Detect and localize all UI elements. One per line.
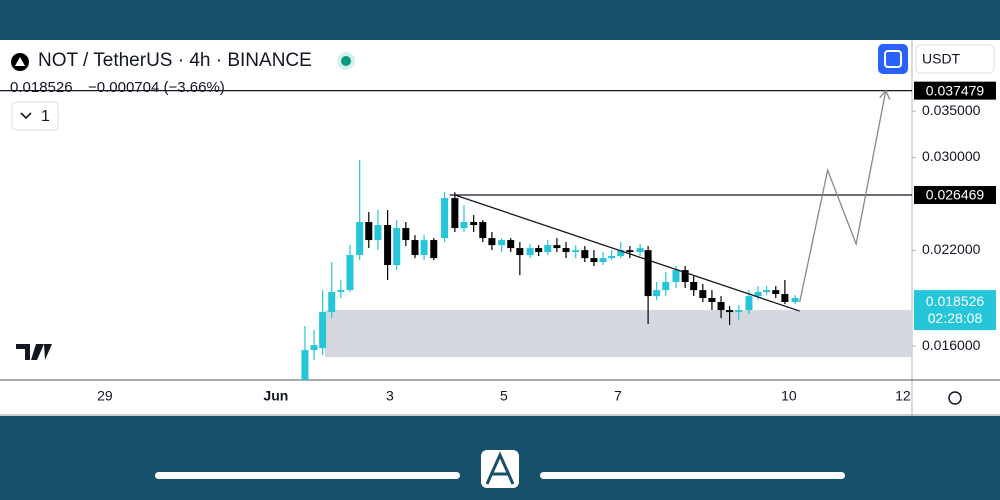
header-change: −0.000704 (−3.66%) <box>88 79 225 96</box>
candle-body <box>717 302 725 311</box>
status-dot <box>341 56 351 66</box>
candle-body <box>470 222 478 226</box>
candle-body <box>460 222 468 229</box>
y-tick-label: 0.035000 <box>922 102 981 118</box>
candle-body <box>319 312 327 349</box>
candle-body <box>681 270 689 282</box>
candle-body <box>690 281 698 291</box>
currency-label: USDT <box>922 51 961 67</box>
countdown-label: 02:28:08 <box>928 310 983 326</box>
x-tick-label: 12 <box>895 388 911 404</box>
candle-body <box>479 222 487 239</box>
support-zone <box>324 310 912 358</box>
candle-body <box>708 298 716 303</box>
last-price-label: 0.018526 <box>926 293 985 309</box>
candle-body <box>507 240 515 249</box>
candle-body <box>402 228 410 241</box>
footer-bar <box>540 472 845 479</box>
candle-body <box>393 228 401 266</box>
projection-arrowhead <box>879 89 891 100</box>
symbol-icon-glyph <box>15 57 25 66</box>
price-label-box <box>914 186 996 205</box>
candle-body <box>772 290 780 295</box>
candle-body <box>608 256 616 259</box>
candle-body <box>310 345 318 351</box>
x-tick-label: 10 <box>781 388 797 404</box>
candle-body <box>384 225 392 266</box>
candle-body <box>672 270 680 282</box>
y-tick-label: 0.030000 <box>922 148 981 164</box>
candle-body <box>754 291 762 297</box>
candle-body <box>572 250 580 253</box>
candle-body <box>562 248 570 253</box>
price-label: 0.026469 <box>926 187 985 203</box>
projection-path <box>799 90 887 303</box>
chevron <box>20 112 32 120</box>
currency-button[interactable] <box>915 44 995 74</box>
x-tick-label: Jun <box>263 388 288 404</box>
price-label: 0.037479 <box>926 82 985 98</box>
tv-logo <box>16 344 52 360</box>
candle-body <box>488 238 496 246</box>
footer-bar <box>155 472 460 479</box>
x-tick-label: 3 <box>386 388 394 404</box>
settings-icon[interactable] <box>948 391 962 405</box>
candle-body <box>356 222 364 256</box>
interval-dropdown[interactable] <box>11 101 59 131</box>
candle-body <box>301 350 309 380</box>
candle-body <box>745 296 753 311</box>
x-tick-label: 7 <box>614 388 622 404</box>
candle-body <box>553 245 561 249</box>
y-tick-label: 0.016000 <box>922 337 981 353</box>
fullscreen-button[interactable] <box>878 44 908 74</box>
candle-body <box>535 248 543 253</box>
candle-body <box>662 281 670 291</box>
x-tick-label: 29 <box>97 388 113 404</box>
candle-body <box>374 225 382 241</box>
candle-body <box>699 290 707 299</box>
candle-body <box>781 294 789 303</box>
candle-body <box>430 240 438 259</box>
candle-body <box>420 240 428 256</box>
candle-body <box>441 198 449 239</box>
fullscreen-icon <box>884 50 902 68</box>
candle-body <box>526 248 534 256</box>
header-price: 0.018526 <box>10 79 73 96</box>
candle-body <box>346 255 354 291</box>
candle-body <box>411 240 419 256</box>
candle-body <box>365 222 373 241</box>
candle-body <box>599 258 607 263</box>
candle-body <box>726 310 734 313</box>
candle-body <box>763 290 771 292</box>
candle-body <box>328 291 336 313</box>
candle-body <box>653 290 661 297</box>
candle-body <box>337 290 345 292</box>
candle-body <box>791 298 799 303</box>
candle-body <box>451 198 459 229</box>
trendline <box>454 194 800 312</box>
y-tick-label: 0.022000 <box>922 241 981 257</box>
last-price-box <box>914 290 996 331</box>
candle-body <box>516 248 524 256</box>
footer-logo-glyph <box>485 451 515 485</box>
price-label-box <box>914 81 996 100</box>
candle-body <box>636 248 644 253</box>
x-tick-label: 5 <box>500 388 508 404</box>
candle-body <box>590 258 598 263</box>
candle-body <box>626 250 634 253</box>
candle-body <box>498 240 506 246</box>
candle-body <box>617 250 625 257</box>
candle-body <box>544 245 552 253</box>
candle-body <box>735 310 743 313</box>
candle-body <box>581 250 589 259</box>
dropdown-value: 1 <box>41 108 50 125</box>
symbol-title: NOT / TetherUS · 4h · BINANCE <box>38 50 312 71</box>
candle-body <box>644 250 652 297</box>
